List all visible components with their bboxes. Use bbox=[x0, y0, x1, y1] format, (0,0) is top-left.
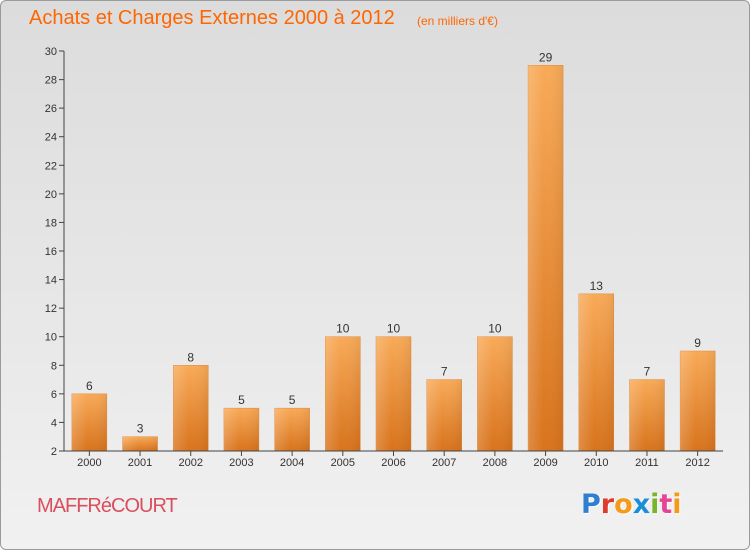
y-tick-label: 26 bbox=[45, 103, 57, 115]
y-tick-label: 10 bbox=[45, 332, 57, 344]
data-label-2006: 10 bbox=[387, 322, 401, 336]
logo-letter: t bbox=[659, 489, 673, 520]
data-label-2008: 10 bbox=[488, 322, 502, 336]
data-label-2000: 6 bbox=[86, 379, 93, 393]
bar-shine-2007 bbox=[426, 379, 462, 451]
y-tick-label: 28 bbox=[45, 75, 57, 87]
data-label-2012: 9 bbox=[694, 336, 701, 350]
y-tick-label: 24 bbox=[45, 132, 57, 144]
bar-shine-2000 bbox=[71, 393, 107, 451]
data-label-2005: 10 bbox=[336, 322, 350, 336]
x-tick-label-2012: 2012 bbox=[685, 457, 709, 469]
data-label-2003: 5 bbox=[238, 393, 245, 407]
y-tick-label: 16 bbox=[45, 246, 57, 258]
data-label-2010: 13 bbox=[590, 279, 604, 293]
data-label-2002: 8 bbox=[187, 350, 194, 364]
bar-shine-2003 bbox=[223, 408, 259, 451]
x-tick-label-2011: 2011 bbox=[635, 457, 659, 469]
bars: 6 3 8 5 5 10 10 7 10 29 13 7 9 bbox=[71, 50, 716, 452]
x-axis: 2000 2001 2002 2003 2004 2005 2006 2007 2008 2009… bbox=[64, 450, 723, 469]
logo-letter: i bbox=[650, 489, 660, 520]
y-tick-label: 2 bbox=[51, 446, 57, 458]
bar-shine-2002 bbox=[173, 365, 209, 451]
bar-shine-2001 bbox=[122, 436, 158, 451]
data-label-2011: 7 bbox=[644, 365, 651, 379]
data-label-2009: 29 bbox=[539, 50, 553, 64]
bar-shine-2006 bbox=[376, 336, 411, 451]
y-tick-label: 8 bbox=[51, 360, 57, 372]
y-tick-label: 30 bbox=[45, 46, 57, 58]
bar-shine-2010 bbox=[578, 293, 614, 451]
logo-letter: x bbox=[632, 489, 651, 520]
logo-letter: P bbox=[581, 489, 601, 520]
x-tick-label-2006: 2006 bbox=[381, 457, 405, 469]
logo-letter: r bbox=[600, 489, 615, 520]
x-tick-label-2008: 2008 bbox=[483, 457, 507, 469]
x-tick-label-2010: 2010 bbox=[584, 457, 608, 469]
y-tick-label: 6 bbox=[51, 389, 57, 401]
data-label-2007: 7 bbox=[441, 365, 448, 379]
logo-letter: o bbox=[614, 489, 633, 520]
x-tick-label-2002: 2002 bbox=[178, 457, 202, 469]
x-tick-label-2000: 2000 bbox=[77, 457, 101, 469]
bar-shine-2008 bbox=[477, 336, 513, 451]
y-tick-label: 22 bbox=[45, 160, 57, 172]
data-label-2001: 3 bbox=[137, 422, 144, 436]
x-tick-label-2003: 2003 bbox=[229, 457, 253, 469]
logo-letter: i bbox=[672, 489, 682, 520]
bar-shine-2005 bbox=[325, 336, 361, 451]
bar-shine-2012 bbox=[680, 351, 716, 451]
proxiti-logo: Proxiti bbox=[581, 489, 682, 520]
y-tick-label: 18 bbox=[45, 217, 57, 229]
x-tick-label-2009: 2009 bbox=[533, 457, 557, 469]
town-name: MAFFRéCOURT bbox=[37, 495, 178, 517]
x-tick-label-2004: 2004 bbox=[280, 457, 304, 469]
bar-shine-2009 bbox=[528, 65, 564, 452]
y-tick-label: 14 bbox=[45, 275, 57, 287]
x-tick-label-2007: 2007 bbox=[432, 457, 456, 469]
x-tick-label-2005: 2005 bbox=[331, 457, 355, 469]
bar-shine-2004 bbox=[274, 408, 310, 451]
y-tick-label: 20 bbox=[45, 189, 57, 201]
data-label-2004: 5 bbox=[289, 393, 296, 407]
chart-title: Achats et Charges Externes 2000 à 2012 bbox=[29, 7, 395, 29]
y-tick-label: 4 bbox=[51, 417, 57, 429]
unit-note: (en milliers d'€) bbox=[417, 14, 498, 28]
x-tick-label-2001: 2001 bbox=[128, 457, 152, 469]
y-tick-label: 12 bbox=[45, 303, 57, 315]
bar-shine-2011 bbox=[629, 379, 665, 451]
